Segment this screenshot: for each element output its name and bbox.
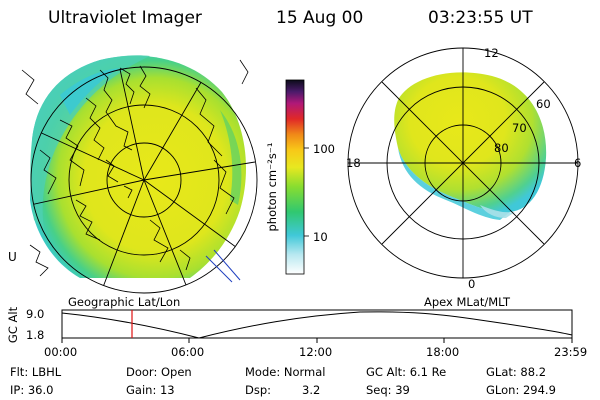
gain-info: Gain: 13	[126, 383, 175, 397]
timeline-tick-0600: 06:00	[171, 345, 205, 359]
geographic-caption: Geographic Lat/Lon	[68, 295, 181, 309]
seq-info: Seq: 39	[366, 383, 410, 397]
filter-info: Flt: LBHL	[10, 365, 62, 379]
ip-info: IP: 36.0	[10, 383, 54, 397]
aurora-image-geographic	[30, 55, 246, 279]
colorbar-unit-label: photon cm⁻²s⁻¹	[265, 142, 279, 232]
timeline-ymax: 9.0	[26, 307, 45, 321]
aurora-image-polar	[394, 72, 547, 213]
mlat-60-label: 60	[536, 97, 551, 111]
mlt-18-label: 18	[346, 156, 361, 170]
glat-info: GLat: 88.2	[486, 365, 547, 379]
colorbar-tick-100: 100	[313, 142, 335, 156]
timeline-tick-1800: 18:00	[426, 345, 460, 359]
time-label: 03:23:55 UT	[428, 8, 533, 28]
mlt-0-label: 0	[468, 277, 476, 291]
polar-mlat-mlt-plot	[347, 47, 579, 279]
gc-alt-info: GC Alt: 6.1 Re	[366, 365, 447, 379]
map-corner-label: U	[8, 250, 17, 264]
timeline-tick-1200: 12:00	[299, 345, 333, 359]
geographic-map	[21, 55, 258, 294]
coastlines	[21, 59, 249, 277]
mode-info: Mode: Normal	[245, 365, 326, 379]
color-scale-bar	[285, 79, 309, 275]
mlt-12-label: 12	[484, 46, 499, 60]
gc-altitude-timeline	[61, 309, 573, 343]
door-info: Door: Open	[126, 365, 192, 379]
altitude-curve	[61, 311, 573, 339]
mlat-80-label: 80	[494, 141, 509, 155]
dsp-label: Dsp:	[245, 383, 272, 397]
timeline-tick-2359: 23:59	[554, 345, 588, 359]
mlat-70-label: 70	[512, 121, 527, 135]
glon-info: GLon: 294.9	[486, 383, 556, 397]
timeline-ymin: 1.8	[26, 328, 45, 342]
apex-caption: Apex MLat/MLT	[424, 295, 511, 309]
date-label: 15 Aug 00	[276, 8, 364, 28]
timeline-ylabel: GC Alt	[6, 306, 20, 344]
timeline-tick-0000: 00:00	[44, 345, 78, 359]
mlt-6-label: 6	[574, 156, 582, 170]
instrument-title: Ultraviolet Imager	[48, 8, 202, 28]
dsp-value: 3.2	[302, 383, 321, 397]
colorbar-tick-10: 10	[313, 230, 328, 244]
